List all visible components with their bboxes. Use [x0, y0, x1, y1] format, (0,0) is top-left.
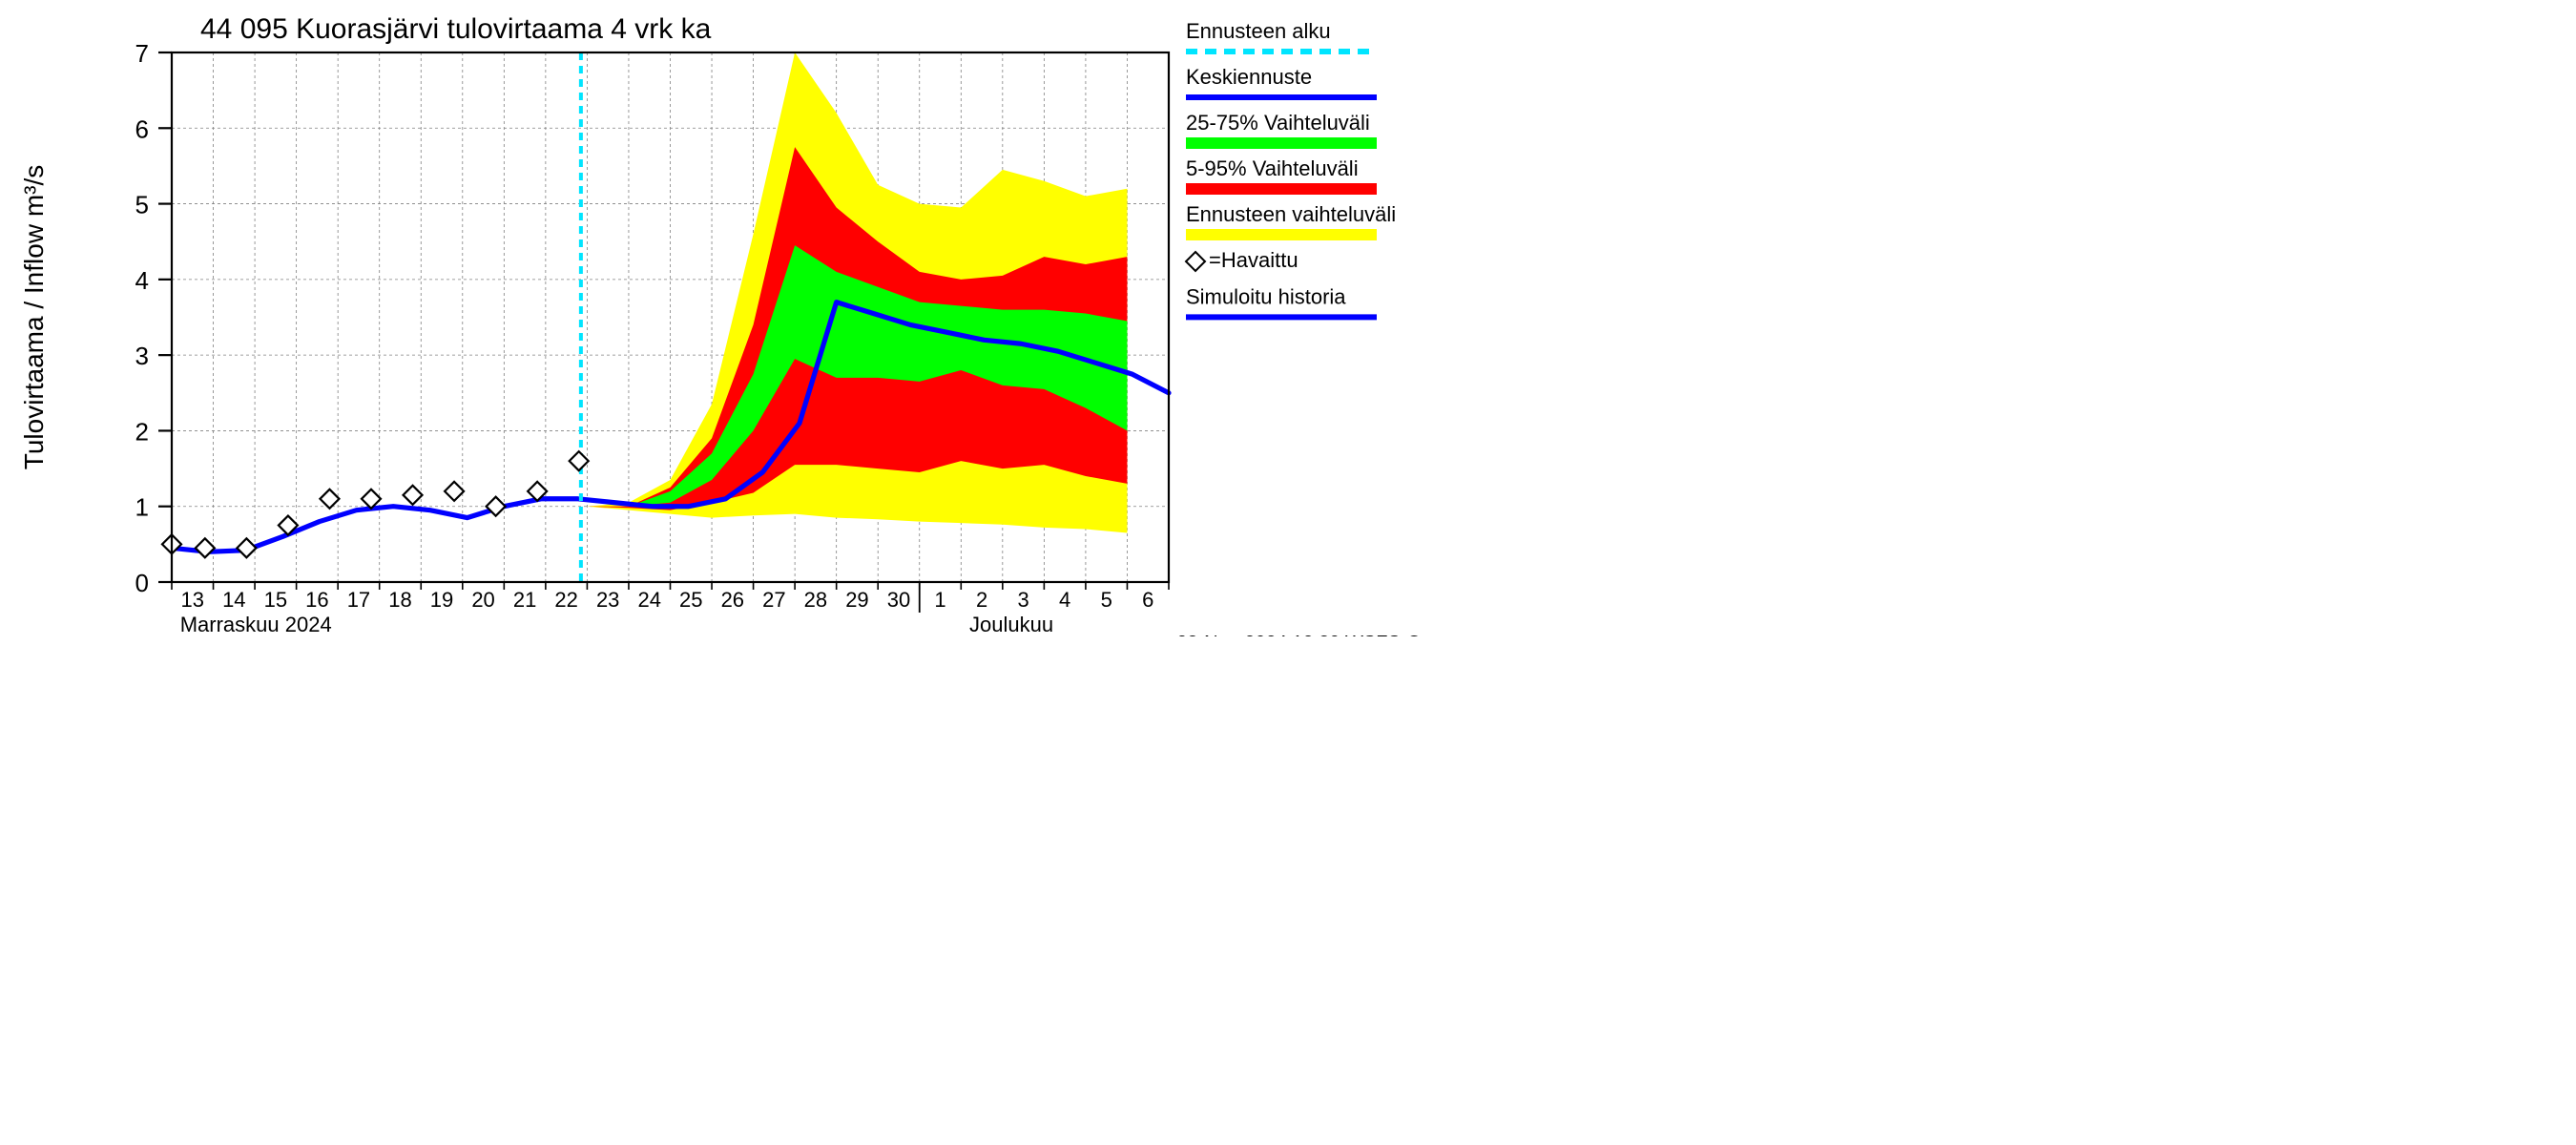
- x-tick-label: 21: [513, 588, 536, 612]
- x-tick-label: 14: [222, 588, 245, 612]
- y-tick-label: 1: [135, 493, 149, 522]
- y-tick-label: 3: [135, 342, 149, 370]
- legend-swatch: [1186, 183, 1377, 195]
- y-tick-label: 2: [135, 417, 149, 446]
- x-tick-label: 25: [679, 588, 702, 612]
- x-tick-label: 20: [471, 588, 494, 612]
- x-tick-label: 2: [976, 588, 987, 612]
- y-tick-label: 6: [135, 114, 149, 143]
- x-tick-label: 6: [1142, 588, 1153, 612]
- month-label-fi: Marraskuu 2024: [180, 613, 332, 636]
- x-tick-label: 13: [181, 588, 204, 612]
- observed-point: [320, 489, 339, 509]
- x-tick-label: 16: [305, 588, 328, 612]
- legend-label: Simuloitu historia: [1186, 284, 1346, 308]
- x-tick-label: 30: [887, 588, 910, 612]
- legend-label: 5-95% Vaihteluväli: [1186, 156, 1359, 180]
- x-tick-label: 4: [1059, 588, 1070, 612]
- x-tick-label: 23: [596, 588, 619, 612]
- x-tick-label: 28: [804, 588, 827, 612]
- x-tick-label: 19: [430, 588, 453, 612]
- legend-label: Ennusteen alku: [1186, 19, 1331, 43]
- legend-label: 25-75% Vaihteluväli: [1186, 111, 1370, 135]
- chart-title: 44 095 Kuorasjärvi tulovirtaama 4 vrk ka: [200, 13, 712, 45]
- x-tick-label: 1: [934, 588, 945, 612]
- x-tick-label: 5: [1101, 588, 1112, 612]
- x-tick-label: 17: [347, 588, 370, 612]
- legend-label: =Havaittu: [1209, 248, 1298, 272]
- month-label-fi: Joulukuu: [969, 613, 1053, 636]
- y-tick-label: 0: [135, 569, 149, 597]
- legend-swatch: [1186, 137, 1377, 149]
- x-tick-label: 26: [721, 588, 744, 612]
- y-axis-label: Tulovirtaama / Inflow m³/s: [19, 165, 49, 469]
- x-tick-label: 3: [1017, 588, 1028, 612]
- observed-point: [237, 538, 256, 557]
- timestamp: 23-Nov-2024 12:39 WSFS-O: [1176, 633, 1422, 636]
- legend-label: Ennusteen vaihteluväli: [1186, 202, 1396, 226]
- observed-point: [196, 538, 215, 557]
- x-tick-label: 22: [554, 588, 577, 612]
- y-tick-label: 4: [135, 266, 149, 295]
- y-tick-label: 5: [135, 191, 149, 219]
- x-tick-label: 18: [388, 588, 411, 612]
- observed-point: [404, 486, 423, 505]
- legend-diamond-icon: [1186, 252, 1205, 271]
- observed-point: [445, 482, 464, 501]
- y-tick-label: 7: [135, 39, 149, 68]
- observed-point: [570, 451, 589, 470]
- x-tick-label: 24: [637, 588, 660, 612]
- x-tick-label: 29: [845, 588, 868, 612]
- legend-label: Keskiennuste: [1186, 65, 1312, 89]
- x-tick-label: 15: [264, 588, 287, 612]
- legend-swatch: [1186, 229, 1377, 240]
- chart-container: 0123456713141516171819202122232425262728…: [0, 0, 1431, 636]
- x-tick-label: 27: [762, 588, 785, 612]
